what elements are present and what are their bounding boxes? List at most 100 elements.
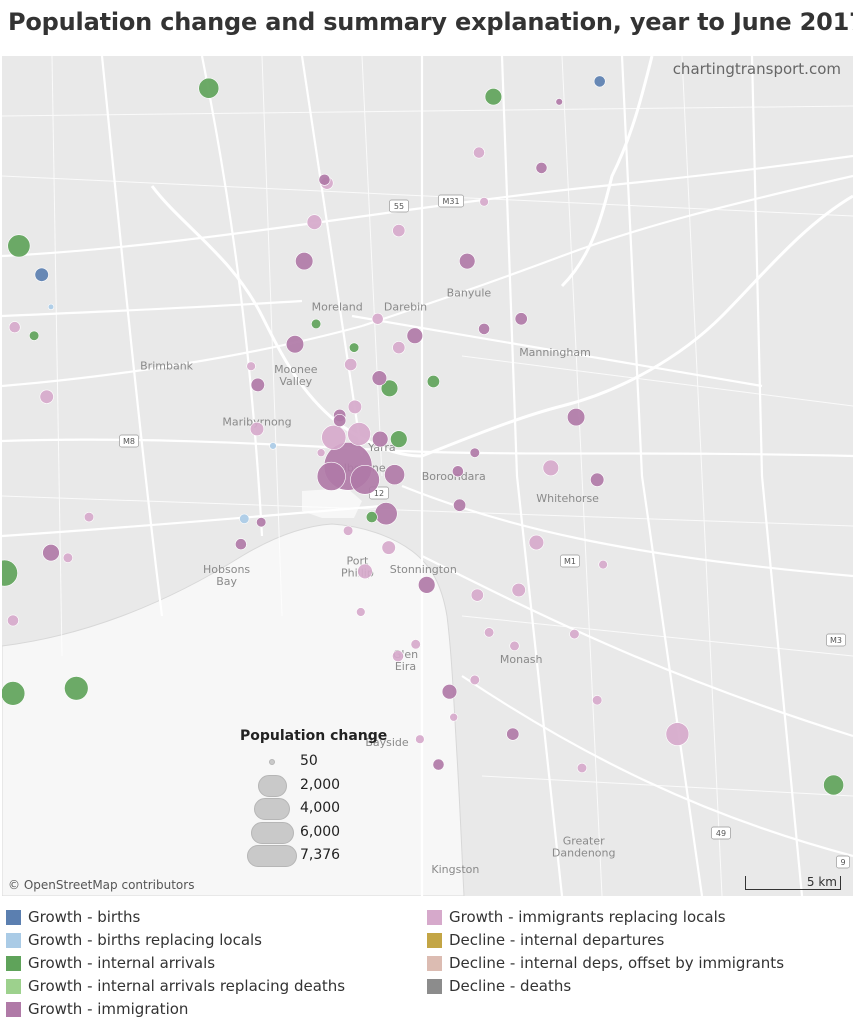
bubble-immig_replacing[interactable] [479,197,489,207]
bubble-immig_replacing[interactable] [592,695,603,706]
bubble-immig_replacing[interactable] [392,341,406,355]
bubble-immigration[interactable] [451,465,464,478]
size-legend-value: 6,000 [300,823,341,840]
bubble-immig_replacing[interactable] [7,614,19,627]
bubble-immigration[interactable] [590,472,605,487]
bubble-immigration[interactable] [469,447,480,458]
bubble-internal[interactable] [64,676,89,701]
scale-bar: 5 km [745,876,841,890]
bubble-immig_replacing[interactable] [511,582,526,598]
bubble-immig_replacing[interactable] [569,628,580,640]
bubble-internal[interactable] [484,88,503,106]
bubble-immig_replacing[interactable] [449,712,459,722]
bubble-immig_replacing[interactable] [347,422,371,446]
bubble-immig_replacing[interactable] [473,146,485,159]
bubble-births[interactable] [34,267,49,282]
bubble-immig_replacing[interactable] [246,361,256,371]
bubble-immig_replacing[interactable] [392,650,404,662]
bubble-internal[interactable] [365,511,378,523]
bubble-immig_replacing[interactable] [392,224,406,238]
bubble-immigration[interactable] [295,252,314,271]
bubble-immigration[interactable] [514,312,528,326]
bubble-immig_replacing[interactable] [542,459,559,477]
bubble-internal[interactable] [311,318,322,330]
bubble-internal[interactable] [2,559,18,587]
map-svg[interactable]: Brimbank Moonee Valley Moreland Darebin Banyu… [2,56,853,896]
bubble-immigration[interactable] [372,430,389,448]
bubble-immig_replacing[interactable] [249,421,265,437]
bubble-immigration[interactable] [459,252,476,270]
bubble-immig_replacing[interactable] [357,563,373,580]
bubble-internal[interactable] [380,379,399,397]
legend-swatch [6,910,21,925]
bubble-births_replacing[interactable] [47,303,55,310]
bubble-immig_replacing[interactable] [39,389,54,404]
bubble-immig_replacing[interactable] [665,722,690,746]
size-legend-dot [269,759,275,765]
bubble-immig_replacing[interactable] [469,674,480,686]
bubble-immigration[interactable] [371,370,388,386]
bubble-immig_replacing[interactable] [343,525,354,536]
bubble-immig_replacing[interactable] [83,512,95,523]
bubble-immig_replacing[interactable] [470,588,484,602]
bubble-immigration[interactable] [535,162,548,174]
bubble-immigration[interactable] [285,335,305,354]
bubble-immig_replacing[interactable] [344,357,358,371]
bubble-immig_replacing[interactable] [316,448,326,458]
bubble-immigration[interactable] [374,502,398,526]
bubble-immigration[interactable] [333,413,347,427]
bubble-immig_replacing[interactable] [576,762,588,774]
bubble-births_replacing[interactable] [239,513,250,524]
bubble-immigration[interactable] [418,576,436,594]
bubble-internal[interactable] [198,77,220,99]
bubble-immig_replacing[interactable] [62,552,74,563]
bubble-immigration[interactable] [453,498,467,512]
bubble-immigration[interactable] [234,538,247,551]
bubble-immig_replacing[interactable] [306,214,323,230]
bubble-immig_replacing[interactable] [528,534,545,551]
bubble-immigration[interactable] [256,517,267,528]
bubble-births[interactable] [593,75,606,88]
bubble-internal[interactable] [2,681,26,706]
bubble-internal[interactable] [390,430,408,448]
road-shield: M8 [119,434,139,448]
svg-text:9: 9 [840,858,845,867]
bubble-immig_replacing[interactable] [381,540,396,555]
bubble-immigration[interactable] [250,377,265,393]
bubble-immig_replacing[interactable] [371,312,384,325]
bubble-immig_replacing[interactable] [347,399,363,415]
bubble-immigration[interactable] [406,327,423,344]
bubble-immigration[interactable] [432,758,445,771]
map-canvas[interactable]: Brimbank Moonee Valley Moreland Darebin Banyu… [2,56,853,896]
bubble-immigration[interactable] [441,683,458,700]
road-shield: 9 [836,855,850,869]
bubble-immig_replacing[interactable] [509,640,520,652]
bubble-immigration[interactable] [566,408,586,427]
bubble-immig_replacing[interactable] [410,639,421,650]
bubble-internal[interactable] [28,330,40,341]
bubble-immigration[interactable] [384,464,406,486]
bubble-immig_replacing[interactable] [598,559,608,570]
size-legend-row: 6,000 [240,821,400,845]
legend-swatch [427,933,442,948]
bubble-immig_replacing[interactable] [8,321,21,334]
bubble-internal[interactable] [823,774,845,796]
bubble-immigration[interactable] [506,727,520,741]
bubble-internal[interactable] [7,234,31,258]
bubble-immigration[interactable] [316,461,346,491]
bubble-immig_replacing[interactable] [321,424,347,450]
bubble-immigration[interactable] [478,322,490,335]
bubble-births_replacing[interactable] [269,442,277,450]
bubble-immigration[interactable] [42,544,60,562]
bubble-internal[interactable] [426,374,440,388]
osm-attribution[interactable]: © OpenStreetMap contributors [8,878,195,892]
bubble-immigration[interactable] [318,173,331,186]
bubble-immig_replacing[interactable] [356,607,366,617]
bubble-immigration[interactable] [555,98,563,106]
source-credit[interactable]: chartingtransport.com [672,60,841,78]
bubble-immigration[interactable] [350,464,380,495]
bubble-internal[interactable] [349,342,360,353]
bubble-immig_replacing[interactable] [484,627,495,638]
bubble-immig_replacing[interactable] [415,734,425,744]
bubble-layer[interactable] [2,75,845,796]
